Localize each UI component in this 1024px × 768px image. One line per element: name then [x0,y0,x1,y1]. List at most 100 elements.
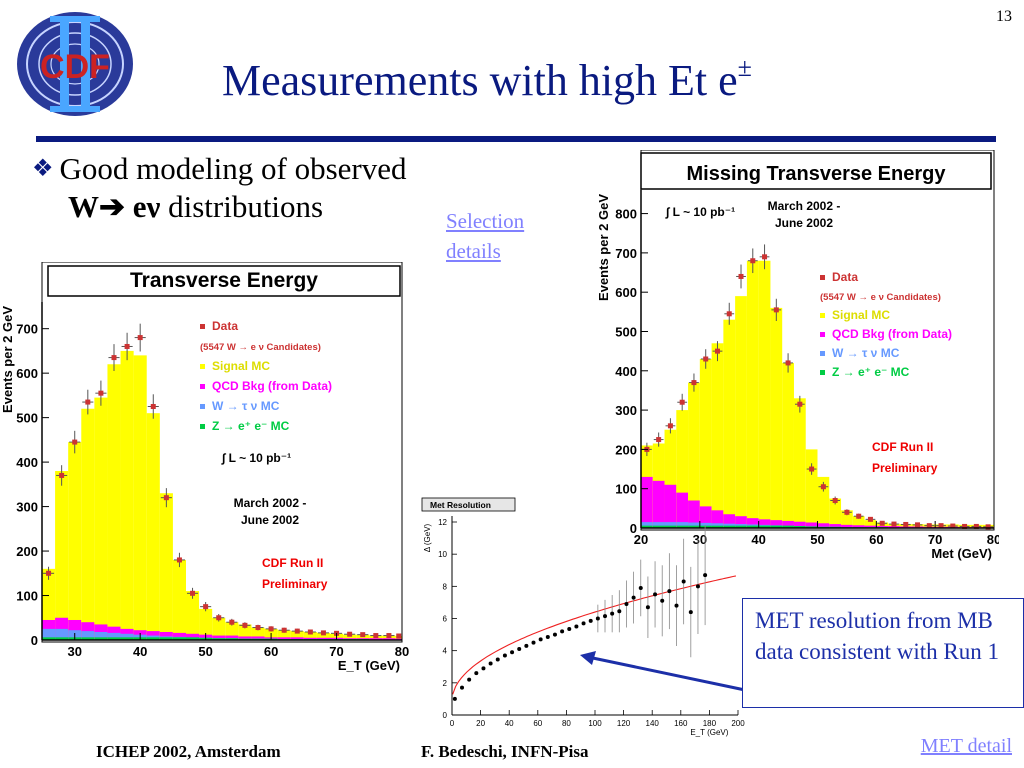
x-axis-label: E_T (GeV) [690,728,728,737]
footer-conference: ICHEP 2002, Amsterdam [96,742,281,761]
signal-mc-bar [55,471,69,640]
z-ee-bar [699,525,712,528]
data-point [124,343,130,349]
cdf-logo: CDF [10,6,140,121]
met-detail-link[interactable]: MET detail [920,735,1012,757]
data-point [294,628,300,634]
y-tick-label: 100 [16,589,38,604]
qcd-bkg-bar [735,516,747,528]
x-tick-label: 20 [634,532,648,547]
signal-mc-bar [829,498,842,528]
fit-curve [452,575,737,695]
x-tick-label: 80 [562,719,571,728]
data-point [750,258,756,264]
data-point [617,609,622,614]
qcd-bkg-bar [817,523,830,528]
signal-mc-bar [805,449,818,528]
signal-mc-bar [735,296,747,528]
data-point [653,592,658,597]
qcd-bkg-bar [172,632,186,640]
data-point [307,629,313,635]
qcd-bkg-bar [852,525,865,528]
x-tick-label: 30 [693,532,707,547]
data-point [660,598,665,603]
z-ee-bar [793,526,806,528]
qcd-bkg-bar [186,633,200,640]
z-ee-bar [159,637,173,640]
y-tick-label: 100 [615,482,637,497]
w-tau-nu-bar [107,632,121,640]
signal-mc-bar [793,398,806,528]
data-point [467,677,472,682]
chart-title: Met Resolution [430,500,491,510]
data-point [386,633,392,639]
legend-entry: Data [832,270,858,284]
data-point [962,523,968,529]
signal-mc-bar [817,476,830,528]
qcd-bkg-bar [758,519,771,528]
w-tau-nu-bar [55,628,69,640]
data-point [891,521,897,527]
data-point [832,497,838,503]
w-tau-nu-bar [664,522,677,528]
y-tick-label: 400 [615,364,637,379]
data-point [809,466,815,472]
signal-mc-bar [723,319,736,528]
z-ee-bar [186,637,200,640]
chart-title-box [47,265,401,297]
data-point [581,621,586,626]
z-ee-bar [676,525,689,528]
data-point [268,626,274,632]
data-point [396,633,402,639]
data-point [738,273,744,279]
data-point [588,618,593,623]
x-tick-label: 40 [505,719,514,728]
z-ee-bar [55,637,69,640]
signal-mc-bar [290,631,304,640]
z-ee-bar [146,637,160,640]
x-tick-label: 70 [928,532,942,547]
qcd-bkg-bar [864,525,877,528]
z-ee-bar [94,637,108,640]
y-tick-label: 0 [31,633,38,648]
qcd-bkg-bar [876,526,889,528]
data-point [674,603,679,608]
qcd-bkg-bar [770,520,783,528]
selection-details-link[interactable]: Selection details [446,209,525,263]
x-tick-label: 50 [810,532,824,547]
data-point [510,650,515,655]
signal-mc-bar [758,260,771,528]
legend-swatch [200,404,205,409]
data-point [502,653,507,658]
data-point [762,254,768,260]
data-point [856,513,862,519]
data-point [624,602,629,607]
x-tick-label: 200 [731,719,745,728]
qcd-bkg-bar [290,637,304,640]
data-point [255,625,261,631]
signal-mc-bar [212,617,226,640]
qcd-bkg-bar [782,520,794,528]
data-point [679,399,685,405]
z-ee-bar [172,637,186,640]
data-point [695,584,700,589]
qcd-bkg-bar [793,521,806,528]
signal-mc-bar [316,632,330,640]
data-point [691,380,697,386]
data-point [681,579,686,584]
data-point [703,356,709,362]
y-tick-label: 400 [16,455,38,470]
callout-box: MET resolution from MB data consistent w… [742,598,1024,708]
data-point [638,585,643,590]
x-tick-label: 180 [703,719,717,728]
qcd-bkg-bar [723,514,736,528]
z-ee-bar [107,637,121,640]
x-axis-label: E_T (GeV) [338,658,400,673]
qcd-bkg-bar [251,636,265,640]
legend-entry: (5547 W → e ν Candidates) [200,342,321,353]
signal-mc-bar [68,442,82,640]
data-point [538,637,543,642]
legend-entry: Signal MC [212,359,270,373]
data-point [903,521,909,527]
x-tick-label: 0 [450,719,455,728]
